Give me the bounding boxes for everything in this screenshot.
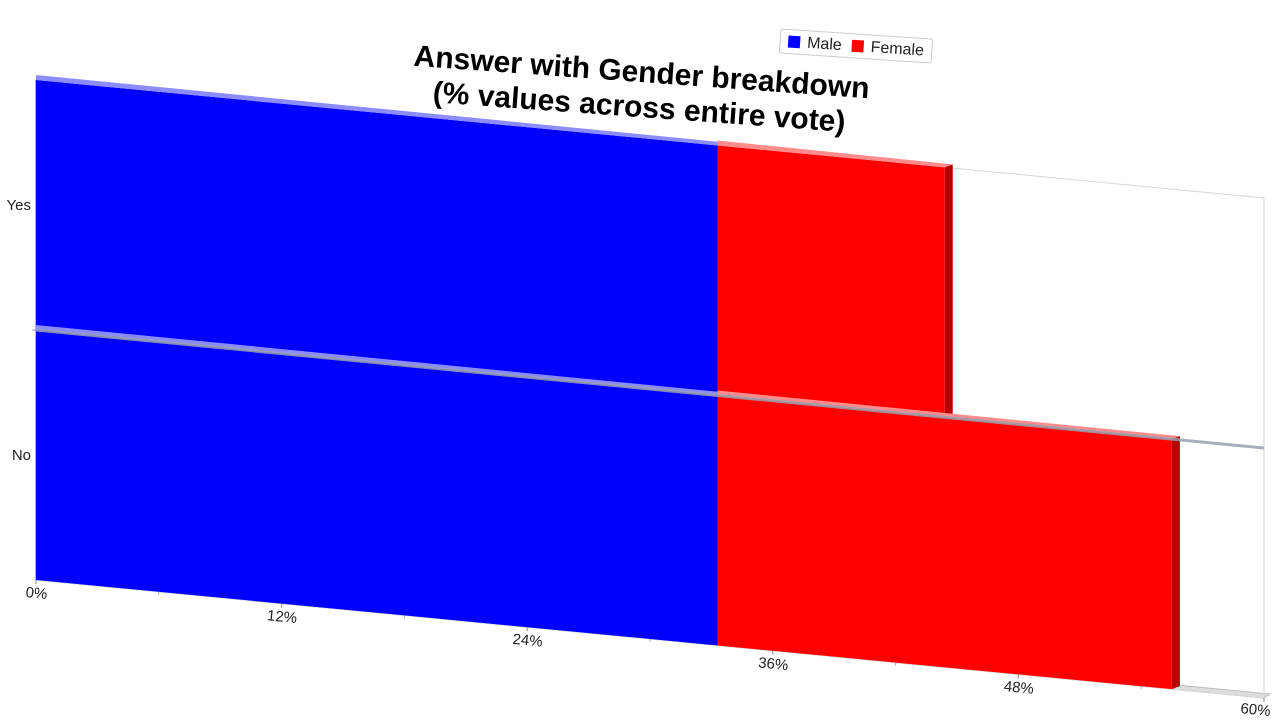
bar-side xyxy=(1171,436,1180,690)
bar-face xyxy=(36,330,718,646)
y-tick-label: Yes xyxy=(7,197,31,214)
bar-top xyxy=(36,75,726,146)
bar-female-no xyxy=(717,390,1180,690)
bar-face xyxy=(717,395,1172,690)
bar-side xyxy=(944,164,953,418)
legend-swatch xyxy=(787,35,801,49)
x-tick-label: 12% xyxy=(266,607,298,627)
x-tick-label: 0% xyxy=(25,584,48,603)
legend-swatch xyxy=(851,39,865,53)
bar-male-no xyxy=(36,325,726,646)
legend: Male Female xyxy=(779,28,934,64)
bar-top xyxy=(717,140,953,168)
bar-male-yes xyxy=(36,75,726,396)
ticks-layer: Yes No 0% 12% 24% 36% 48% 60% xyxy=(7,197,1272,720)
x-tick-label: 24% xyxy=(512,631,544,651)
y-tick-label: No xyxy=(12,447,31,464)
x-tick-label: 60% xyxy=(1240,700,1272,720)
bar-face xyxy=(36,80,718,396)
bars-layer xyxy=(36,75,1180,690)
legend-label: Male xyxy=(807,35,843,54)
x-tick-label: 36% xyxy=(757,654,789,674)
bar-female-yes xyxy=(717,140,953,418)
bar-face xyxy=(717,145,945,418)
category-separator xyxy=(35,328,1265,450)
bar-top xyxy=(717,390,1180,440)
bar-top xyxy=(36,325,726,396)
x-tick-label: 48% xyxy=(1003,678,1035,698)
legend-label: Female xyxy=(870,39,924,60)
